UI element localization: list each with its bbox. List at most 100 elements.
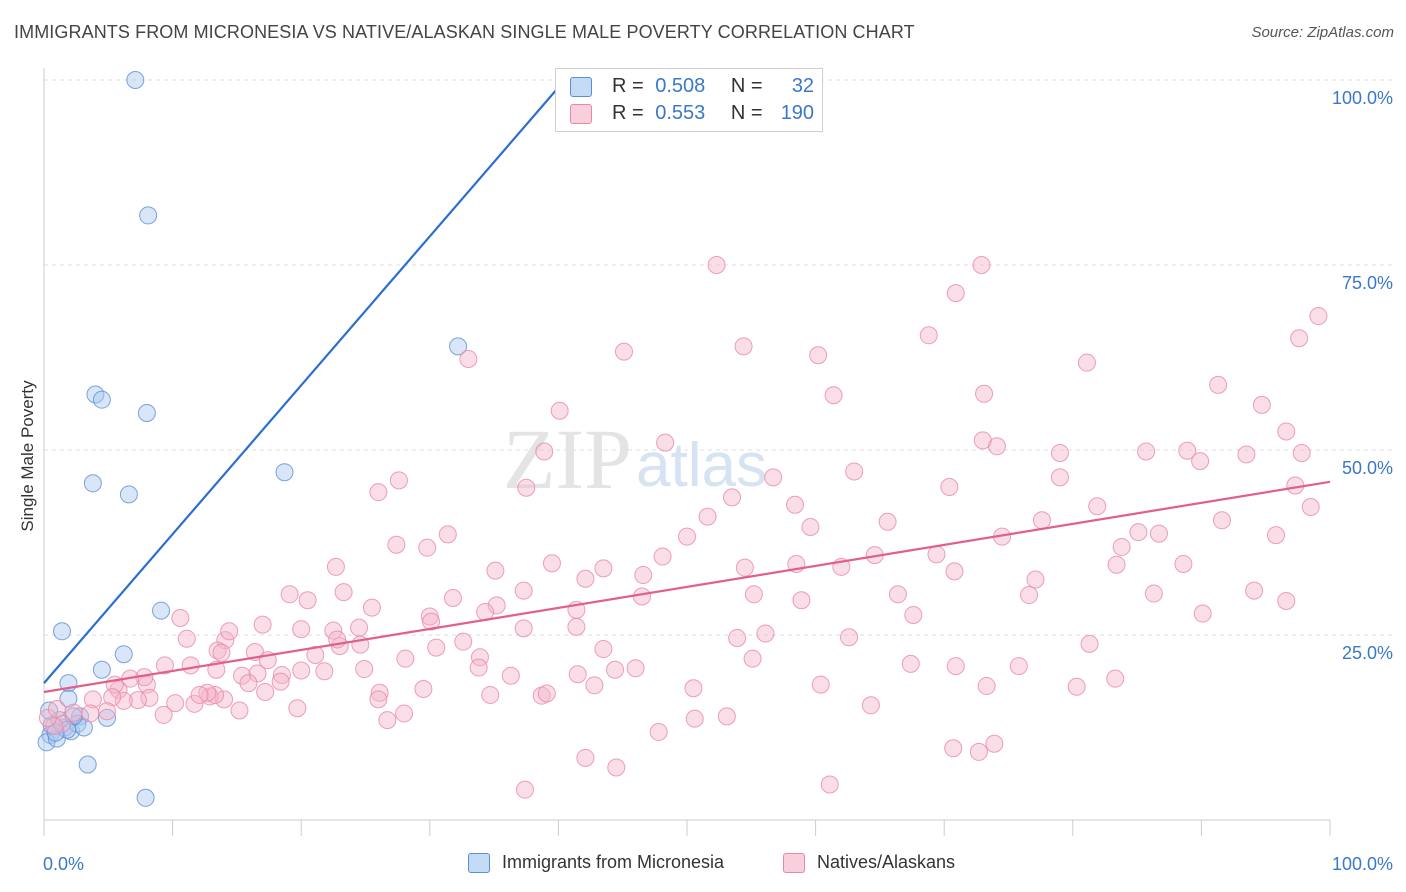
point-natives <box>585 676 604 695</box>
point-natives <box>324 621 343 640</box>
r-label: R = <box>612 102 644 124</box>
point-natives <box>387 535 406 554</box>
point-natives <box>248 664 267 683</box>
point-natives <box>1191 452 1210 471</box>
point-natives <box>1149 524 1168 543</box>
point-natives <box>969 742 988 761</box>
point-natives <box>396 649 415 668</box>
point-natives <box>233 666 252 685</box>
point-natives <box>728 628 747 647</box>
point-natives <box>801 517 820 536</box>
point-micronesia <box>98 708 117 727</box>
watermark-atlas: atlas <box>636 431 767 500</box>
point-natives <box>114 691 133 710</box>
point-natives <box>946 284 965 303</box>
point-natives <box>185 694 204 713</box>
point-natives <box>1212 511 1231 530</box>
point-natives <box>1277 422 1296 441</box>
legend-label: Natives/Alaskans <box>817 852 956 872</box>
point-natives <box>334 583 353 602</box>
point-natives <box>103 688 122 707</box>
point-natives <box>220 622 239 641</box>
point-natives <box>369 690 388 709</box>
point-natives <box>501 666 520 685</box>
point-natives <box>171 608 190 627</box>
y-tick-label: 75.0% <box>1342 273 1393 293</box>
point-natives <box>370 683 389 702</box>
point-natives <box>326 557 345 576</box>
point-natives <box>1137 442 1156 461</box>
point-natives <box>1290 329 1309 348</box>
grid-lines <box>44 79 1395 636</box>
point-natives <box>1020 586 1039 605</box>
point-micronesia <box>137 404 156 422</box>
point-natives <box>626 659 645 678</box>
correlation-legend: R = 0.508 N = 32 R = 0.553 N = 190 <box>555 68 823 132</box>
point-micronesia <box>46 723 65 742</box>
point-natives <box>389 471 408 490</box>
legend-swatch-pink <box>570 104 592 124</box>
axes <box>43 68 1331 836</box>
point-natives <box>568 665 587 684</box>
point-natives <box>253 615 272 634</box>
point-natives <box>945 562 964 581</box>
point-natives <box>215 690 234 709</box>
point-micronesia <box>152 601 171 620</box>
point-micronesia <box>78 755 97 774</box>
point-natives <box>1026 570 1045 589</box>
point-natives <box>427 638 446 657</box>
point-natives <box>656 433 675 452</box>
point-natives <box>840 628 859 647</box>
point-natives <box>1277 591 1296 610</box>
y-tick-label: 50.0% <box>1342 458 1393 478</box>
point-natives <box>878 512 897 531</box>
point-natives <box>649 722 668 741</box>
point-natives <box>83 690 102 709</box>
point-natives <box>634 566 653 585</box>
tick-labels: 25.0% 50.0% 75.0% 100.0% 0.0% 100.0% <box>43 88 1393 874</box>
point-natives <box>1209 375 1228 394</box>
point-natives <box>845 462 864 481</box>
point-natives <box>535 442 554 461</box>
point-natives <box>972 256 991 274</box>
point-natives <box>653 547 672 566</box>
point-natives <box>1050 443 1069 462</box>
point-natives <box>1178 441 1197 460</box>
trend-line-natives <box>43 480 1331 694</box>
point-natives <box>438 525 457 544</box>
point-micronesia <box>83 474 102 493</box>
x-tick-label: 0.0% <box>43 854 84 874</box>
point-natives <box>1245 581 1264 600</box>
point-natives <box>707 256 726 274</box>
point-natives <box>230 701 249 720</box>
point-natives <box>576 748 595 767</box>
trend-lines <box>43 79 1331 694</box>
point-micronesia <box>37 733 56 752</box>
point-natives <box>723 488 742 507</box>
point-natives <box>271 672 290 691</box>
point-natives <box>614 342 633 361</box>
point-natives <box>298 591 317 610</box>
point-natives <box>469 658 488 677</box>
point-natives <box>1080 634 1099 653</box>
point-natives <box>1193 604 1212 623</box>
point-natives <box>272 665 291 684</box>
point-micronesia <box>126 71 145 89</box>
point-natives <box>594 640 613 659</box>
point-natives <box>1009 657 1028 676</box>
point-natives <box>734 337 753 356</box>
point-natives <box>1237 445 1256 464</box>
legend-swatch-pink <box>783 853 805 873</box>
point-natives <box>946 657 965 676</box>
point-natives <box>792 591 811 610</box>
point-natives <box>743 649 762 668</box>
point-natives <box>717 707 736 726</box>
point-natives <box>820 775 839 794</box>
point-natives <box>1301 497 1320 516</box>
point-natives <box>395 704 414 723</box>
point-natives <box>514 619 533 638</box>
point-natives <box>1077 353 1096 372</box>
point-micronesia <box>139 206 158 225</box>
point-natives <box>861 696 880 715</box>
